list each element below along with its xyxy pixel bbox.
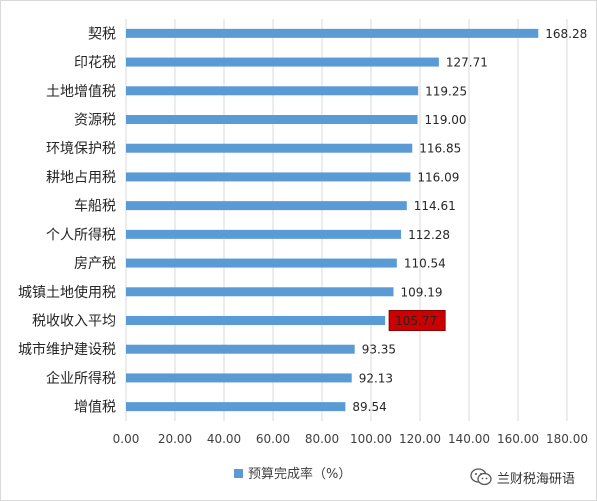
- data-label: 92.13: [359, 371, 393, 385]
- bar: [126, 115, 418, 124]
- bar: [126, 373, 352, 383]
- category-label: 房产税: [74, 256, 116, 272]
- x-tick-label: 20.00: [158, 432, 192, 446]
- category-label: 耕地占用税: [46, 169, 116, 186]
- bar: [126, 28, 539, 38]
- x-tick-label: 60.00: [256, 432, 290, 446]
- data-label: 89.54: [352, 400, 386, 414]
- category-label: 个人所得税: [46, 226, 116, 243]
- data-label: 109.19: [401, 285, 443, 299]
- category-label: 环境保护税: [46, 141, 116, 157]
- legend-label: 预算完成率（%）: [248, 466, 351, 482]
- watermark: 兰财税海研语: [470, 466, 575, 488]
- bar: [126, 201, 407, 211]
- category-label: 土地增值税: [46, 84, 116, 100]
- data-label: 116.09: [417, 170, 459, 184]
- legend-swatch: [234, 469, 243, 478]
- category-label: 企业所得税: [46, 370, 116, 387]
- category-label: 增值税: [74, 400, 116, 416]
- wechat-icon: [470, 468, 492, 486]
- data-label: 116.85: [419, 142, 461, 156]
- bar: [126, 229, 402, 239]
- data-label: 93.35: [362, 343, 396, 357]
- category-label: 印花税: [74, 55, 116, 71]
- data-label: 168.28: [545, 27, 587, 41]
- data-label: 110.54: [404, 257, 446, 271]
- data-label: 114.61: [414, 199, 456, 213]
- x-tick-label: 160.00: [497, 432, 539, 446]
- bar: [126, 143, 413, 153]
- category-label: 契税: [88, 26, 116, 42]
- category-label: 税收收入平均: [32, 314, 116, 330]
- bar: [126, 287, 394, 297]
- bar: [126, 172, 411, 182]
- x-tick-label: 80.00: [305, 432, 339, 446]
- x-tick-label: 120.00: [399, 432, 441, 446]
- data-label: 112.28: [408, 228, 450, 242]
- category-label: 城市维护建设税: [18, 341, 116, 358]
- bar: [126, 402, 346, 412]
- category-label: 城镇土地使用税: [18, 284, 116, 301]
- x-tick-label: 180.00: [546, 432, 588, 446]
- x-tick-label: 100.00: [350, 432, 392, 446]
- data-label: 105.77: [395, 314, 437, 328]
- bar: [126, 86, 419, 96]
- data-label: 127.71: [446, 56, 488, 70]
- category-label: 资源税: [74, 113, 116, 129]
- bar: [126, 57, 439, 67]
- bar: [126, 344, 355, 354]
- x-tick-label: 0.00: [113, 432, 140, 446]
- bar: [126, 316, 386, 325]
- data-label: 119.00: [425, 113, 467, 127]
- data-label: 119.25: [425, 84, 467, 98]
- bar: [126, 258, 397, 268]
- highlight-box: [388, 310, 446, 331]
- category-label: 车船税: [74, 198, 116, 215]
- watermark-text: 兰财税海研语: [497, 471, 576, 487]
- x-tick-label: 40.00: [207, 432, 241, 446]
- x-tick-label: 140.00: [448, 432, 490, 446]
